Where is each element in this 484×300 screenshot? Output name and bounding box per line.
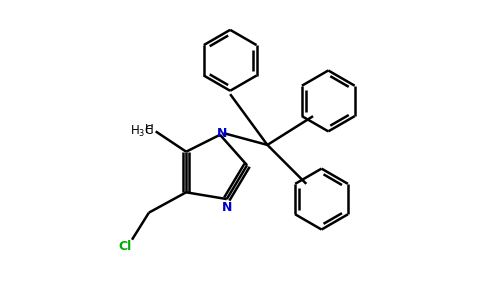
Text: Cl: Cl [119, 240, 132, 253]
Text: N: N [222, 201, 232, 214]
Text: H: H [145, 123, 154, 136]
Text: N: N [216, 127, 227, 140]
Text: $\mathregular{H_3C}$: $\mathregular{H_3C}$ [130, 124, 154, 139]
